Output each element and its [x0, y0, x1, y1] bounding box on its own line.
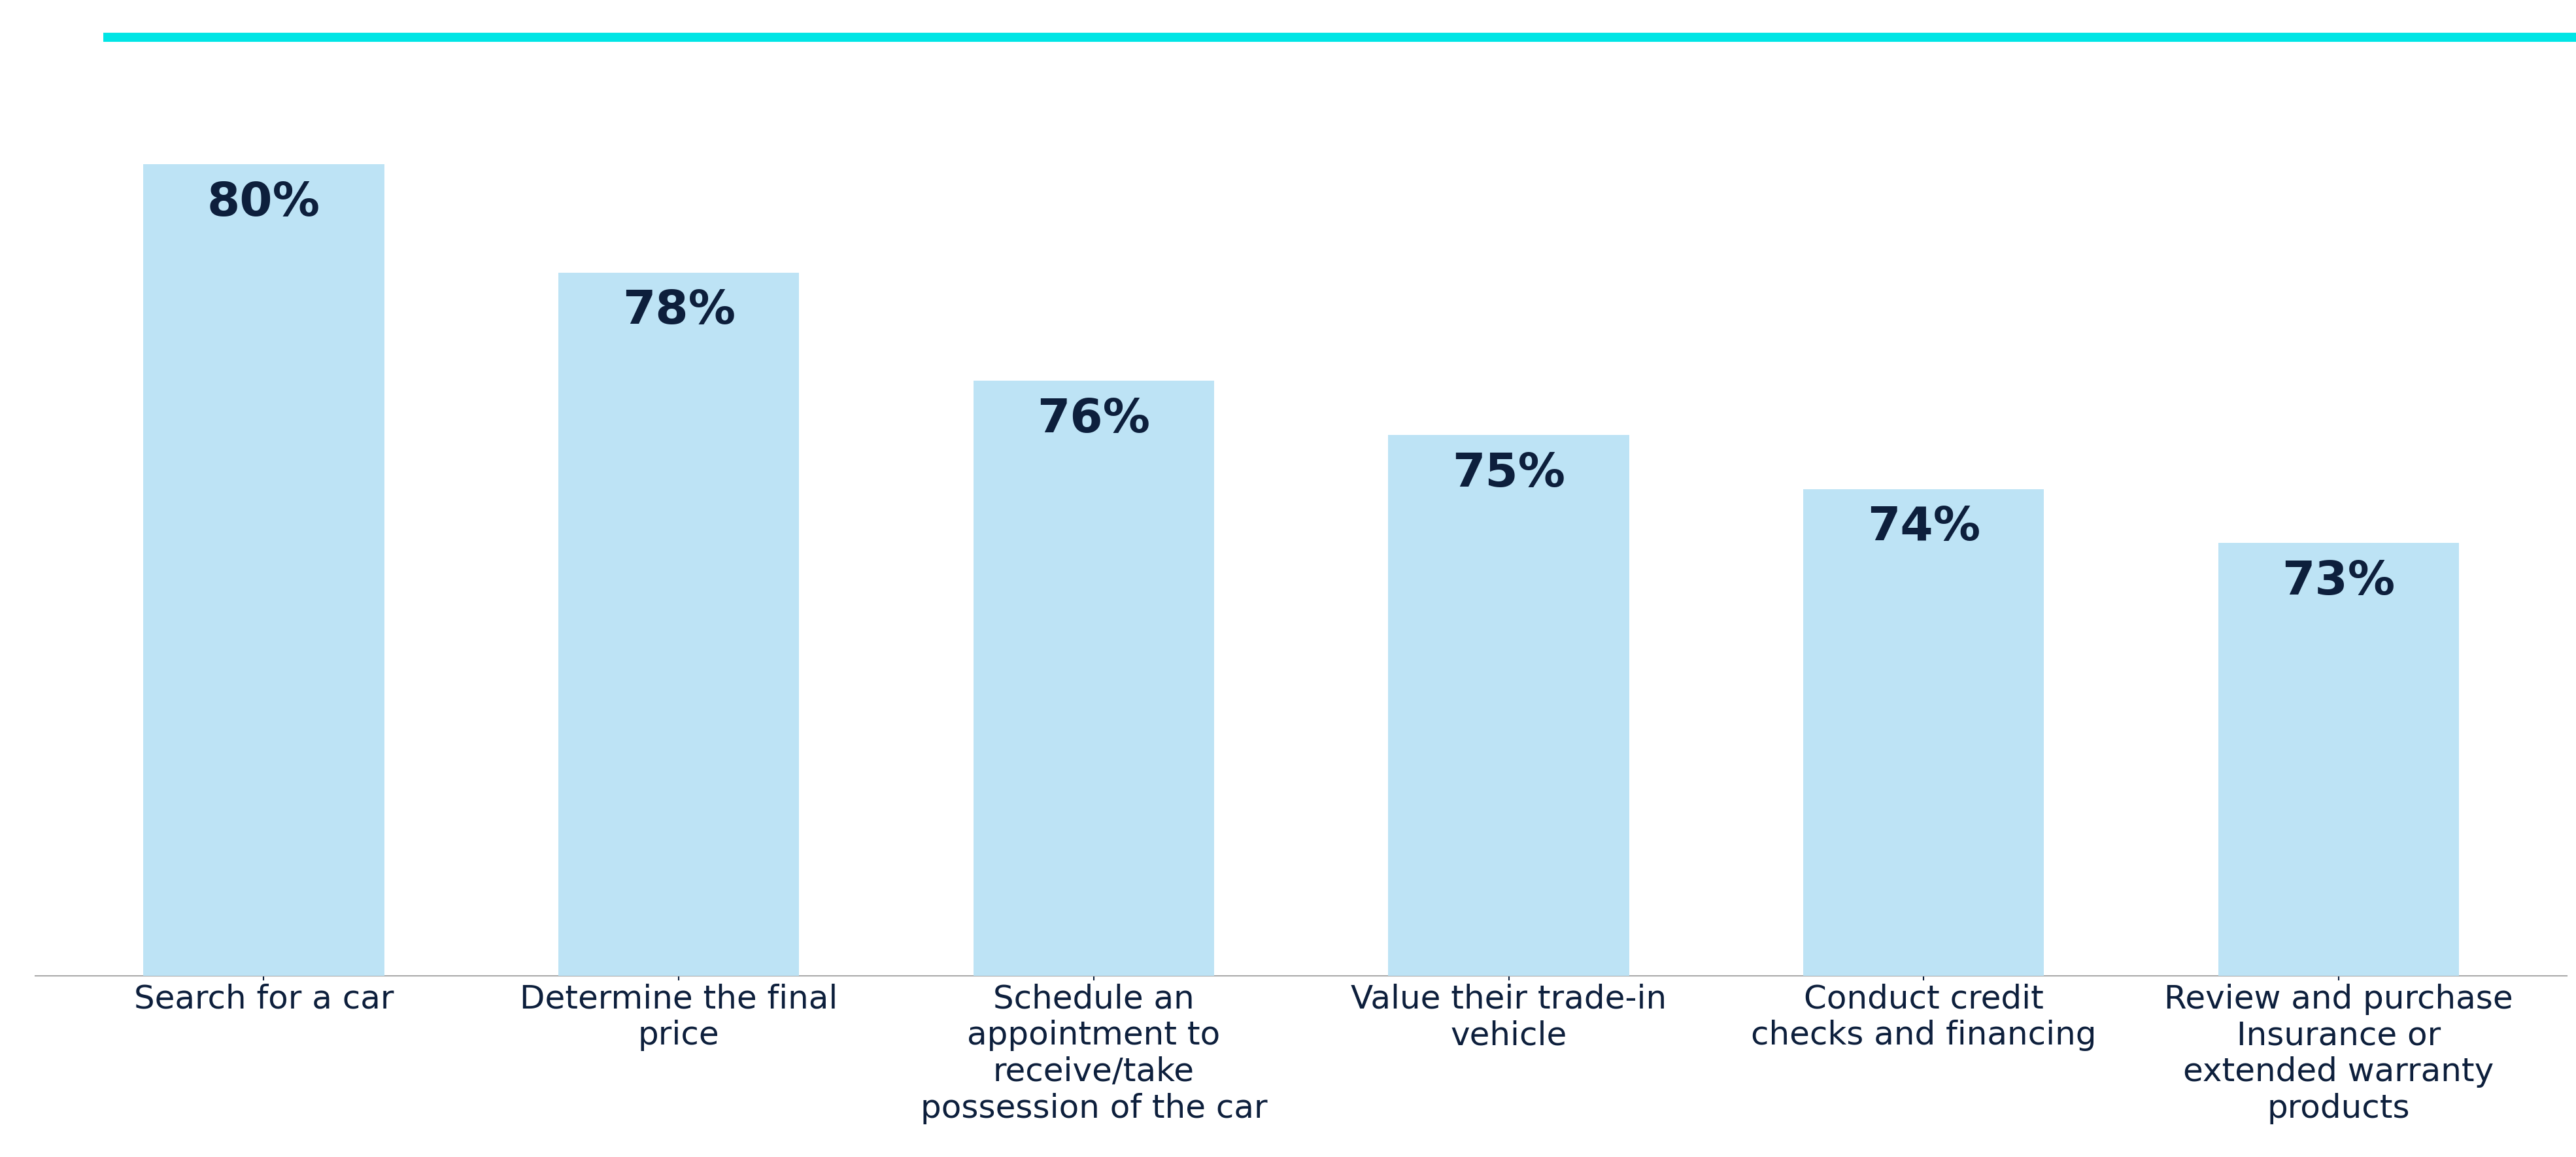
- Bar: [1388, 435, 1628, 975]
- Text: 73%: 73%: [2282, 559, 2396, 604]
- Text: 75%: 75%: [1453, 451, 1564, 496]
- Bar: [2218, 543, 2458, 975]
- Text: 74%: 74%: [1868, 506, 1981, 551]
- Bar: [144, 164, 384, 975]
- Text: 78%: 78%: [621, 289, 734, 334]
- Text: 80%: 80%: [206, 180, 319, 226]
- Bar: [559, 273, 799, 975]
- Bar: [1803, 489, 2043, 975]
- Bar: [974, 381, 1213, 975]
- Text: 76%: 76%: [1038, 397, 1149, 442]
